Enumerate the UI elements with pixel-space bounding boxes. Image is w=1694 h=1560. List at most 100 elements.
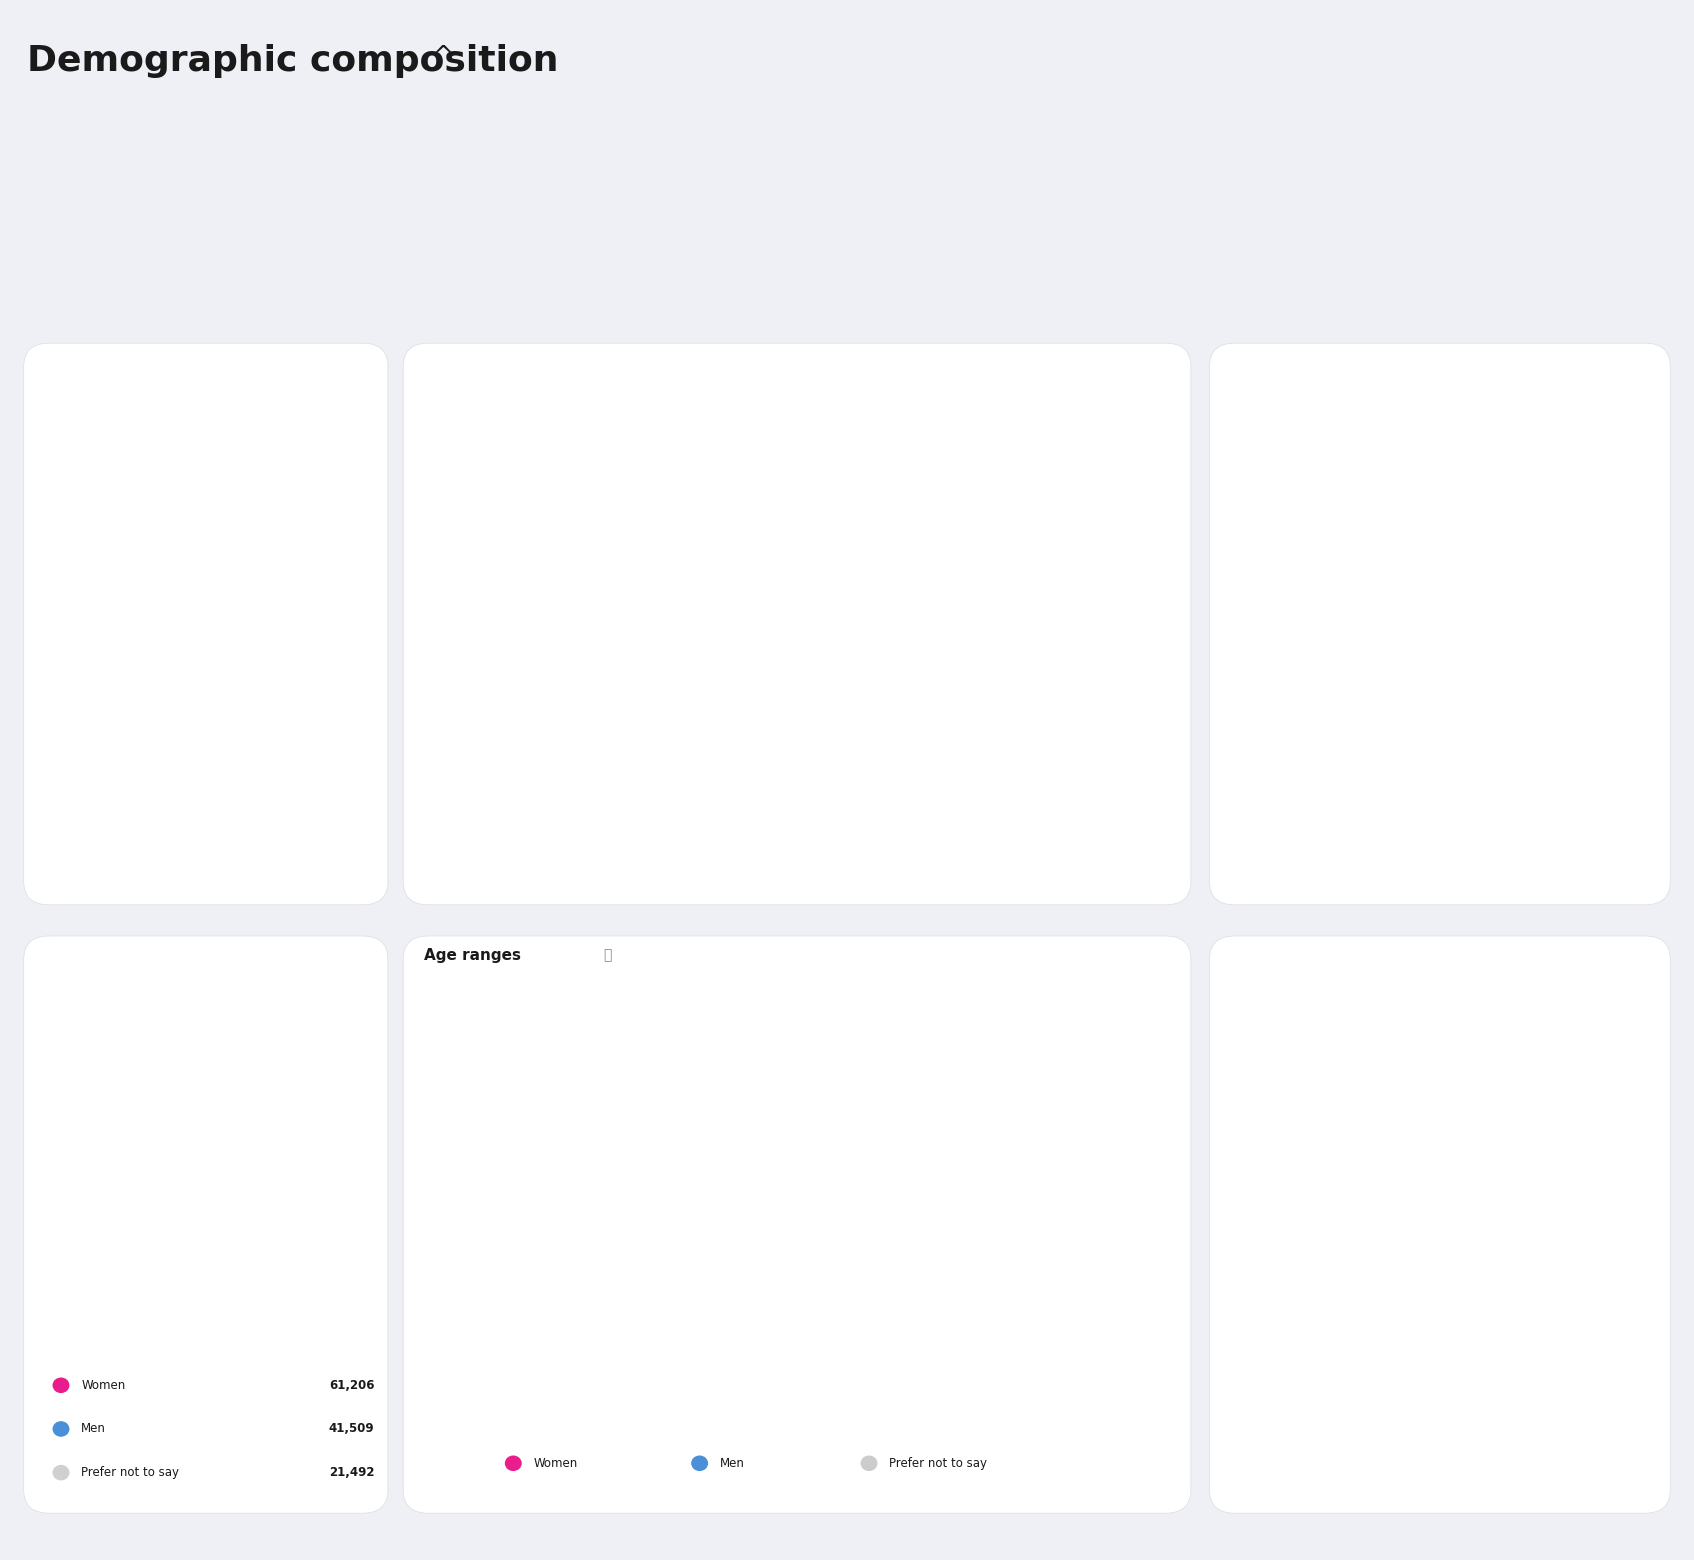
Bar: [691, 1129, 717, 1412]
Text: Followers geolocation: Followers geolocation: [435, 368, 622, 382]
Text: 0.9%: 0.9%: [1619, 755, 1648, 768]
Text: prefer not to say: prefer not to say: [1245, 1303, 1360, 1317]
Text: ⓘ: ⓘ: [603, 948, 612, 963]
Text: 21,492: 21,492: [1443, 1303, 1497, 1317]
Text: ⓘ: ⓘ: [762, 370, 771, 384]
Text: Gender: Gender: [59, 961, 122, 975]
Text: ⓘ: ⓘ: [1470, 964, 1479, 978]
Text: Distribution: Distribution: [1245, 961, 1347, 975]
Text: 49.28%: 49.28%: [1604, 1123, 1648, 1137]
Ellipse shape: [750, 602, 813, 711]
Ellipse shape: [747, 477, 801, 530]
Text: India: India: [1245, 574, 1279, 588]
Text: Gender: Gender: [1245, 1011, 1299, 1025]
Bar: [960, 1387, 988, 1412]
Text: Prefer not to say: Prefer not to say: [889, 1457, 988, 1470]
Text: Woman (49%): Woman (49%): [119, 591, 293, 612]
Text: Country: Country: [1245, 465, 1293, 479]
Text: Men: Men: [81, 1423, 107, 1435]
Bar: [1086, 1406, 1111, 1412]
Text: men: men: [1245, 1214, 1276, 1228]
Text: 💡: 💡: [478, 849, 484, 860]
Bar: [717, 1371, 742, 1412]
Bar: [566, 1349, 591, 1412]
Text: 1.21%: 1.21%: [1611, 574, 1648, 588]
Text: City: City: [1506, 417, 1533, 429]
Text: Region: Region: [1396, 417, 1442, 429]
Bar: [617, 1401, 644, 1412]
Text: Gender: Gender: [1245, 1062, 1287, 1075]
Text: Italy (90%): Italy (90%): [137, 777, 274, 797]
Text: Age range: Age range: [1413, 1011, 1482, 1025]
Text: Age ranges: Age ranges: [424, 948, 520, 964]
Text: women: women: [1245, 1123, 1296, 1137]
Text: 61,206: 61,206: [1443, 1123, 1497, 1137]
Text: ^: ^: [432, 44, 452, 67]
Text: Use the "Boomer" mode to compare audiences faster: Use the "Boomer" mode to compare audienc…: [554, 847, 891, 860]
Text: 1,215: 1,215: [1484, 694, 1528, 708]
Wedge shape: [207, 1041, 312, 1161]
Text: 907: 907: [1499, 814, 1528, 828]
Text: Followers: Followers: [1594, 465, 1648, 479]
Text: Followers: Followers: [1594, 1062, 1648, 1075]
Bar: [789, 1275, 815, 1412]
Text: Lazio (27%): Lazio (27%): [164, 828, 247, 842]
Text: 21,492: 21,492: [329, 1466, 374, 1479]
Text: Women: Women: [534, 1457, 578, 1470]
Circle shape: [452, 833, 510, 874]
Text: 0.74%: 0.74%: [1611, 814, 1648, 828]
Bar: [468, 1406, 493, 1412]
Text: Women: Women: [81, 1379, 125, 1392]
Bar: [862, 1295, 888, 1412]
Text: Spain: Spain: [1245, 755, 1284, 769]
Text: 1,307: 1,307: [1484, 635, 1528, 649]
Text: Follower personas: Follower personas: [59, 373, 217, 388]
Bar: [493, 1407, 518, 1412]
Wedge shape: [200, 1104, 325, 1281]
Text: 1.07%: 1.07%: [1611, 635, 1648, 647]
Text: ⓘ: ⓘ: [207, 964, 213, 978]
Text: Country: Country: [1245, 417, 1304, 429]
Ellipse shape: [693, 477, 717, 499]
Bar: [1060, 1404, 1086, 1412]
Wedge shape: [86, 1041, 207, 1281]
Bar: [988, 1392, 1013, 1412]
Text: United Kingdom: United Kingdom: [1245, 814, 1355, 828]
Bar: [1013, 1407, 1038, 1412]
Text: NOTJUST
ANALYTICS: NOTJUST ANALYTICS: [747, 1193, 857, 1234]
Ellipse shape: [491, 493, 595, 613]
Text: NOTJUST
ANALYTICS: NOTJUST ANALYTICS: [268, 1243, 313, 1262]
Text: ⓘ: ⓘ: [268, 376, 276, 390]
Text: 1,107: 1,107: [1484, 755, 1528, 769]
Text: ⓘ: ⓘ: [1470, 370, 1479, 384]
Bar: [815, 1387, 840, 1412]
Text: 17.3%: 17.3%: [1611, 1303, 1648, 1317]
Text: Distribution: Distribution: [1245, 368, 1347, 382]
Text: Demographic composition: Demographic composition: [27, 44, 559, 78]
Text: Age range 25-34 (47%): Age range 25-34 (47%): [125, 643, 286, 657]
Text: Prefer not to say: Prefer not to say: [81, 1466, 180, 1479]
Text: Brazil: Brazil: [1245, 694, 1284, 708]
Text: United States: United States: [1245, 635, 1338, 649]
Ellipse shape: [813, 477, 983, 585]
Text: NOTJUST
ANALYTICS: NOTJUST ANALYTICS: [1088, 788, 1149, 810]
Text: Men: Men: [720, 1457, 745, 1470]
Text: 33.42%: 33.42%: [1604, 1214, 1648, 1226]
Text: 61,206: 61,206: [329, 1379, 374, 1392]
FancyBboxPatch shape: [420, 810, 1013, 897]
Text: 1,488: 1,488: [1484, 574, 1528, 588]
Ellipse shape: [569, 657, 623, 755]
Bar: [913, 1399, 940, 1412]
Text: 89.53%: 89.53%: [1604, 512, 1648, 526]
Text: 109,823: 109,823: [1465, 512, 1528, 526]
Ellipse shape: [994, 697, 1047, 747]
Bar: [888, 1285, 913, 1412]
Text: 41,509: 41,509: [329, 1423, 374, 1435]
FancyBboxPatch shape: [424, 381, 1171, 802]
Text: Italy: Italy: [1245, 512, 1276, 526]
Text: 0.99%: 0.99%: [1611, 694, 1648, 708]
Bar: [664, 1039, 691, 1412]
Bar: [764, 1198, 789, 1412]
Bar: [591, 1368, 617, 1412]
Text: 41,509: 41,509: [1443, 1214, 1497, 1228]
